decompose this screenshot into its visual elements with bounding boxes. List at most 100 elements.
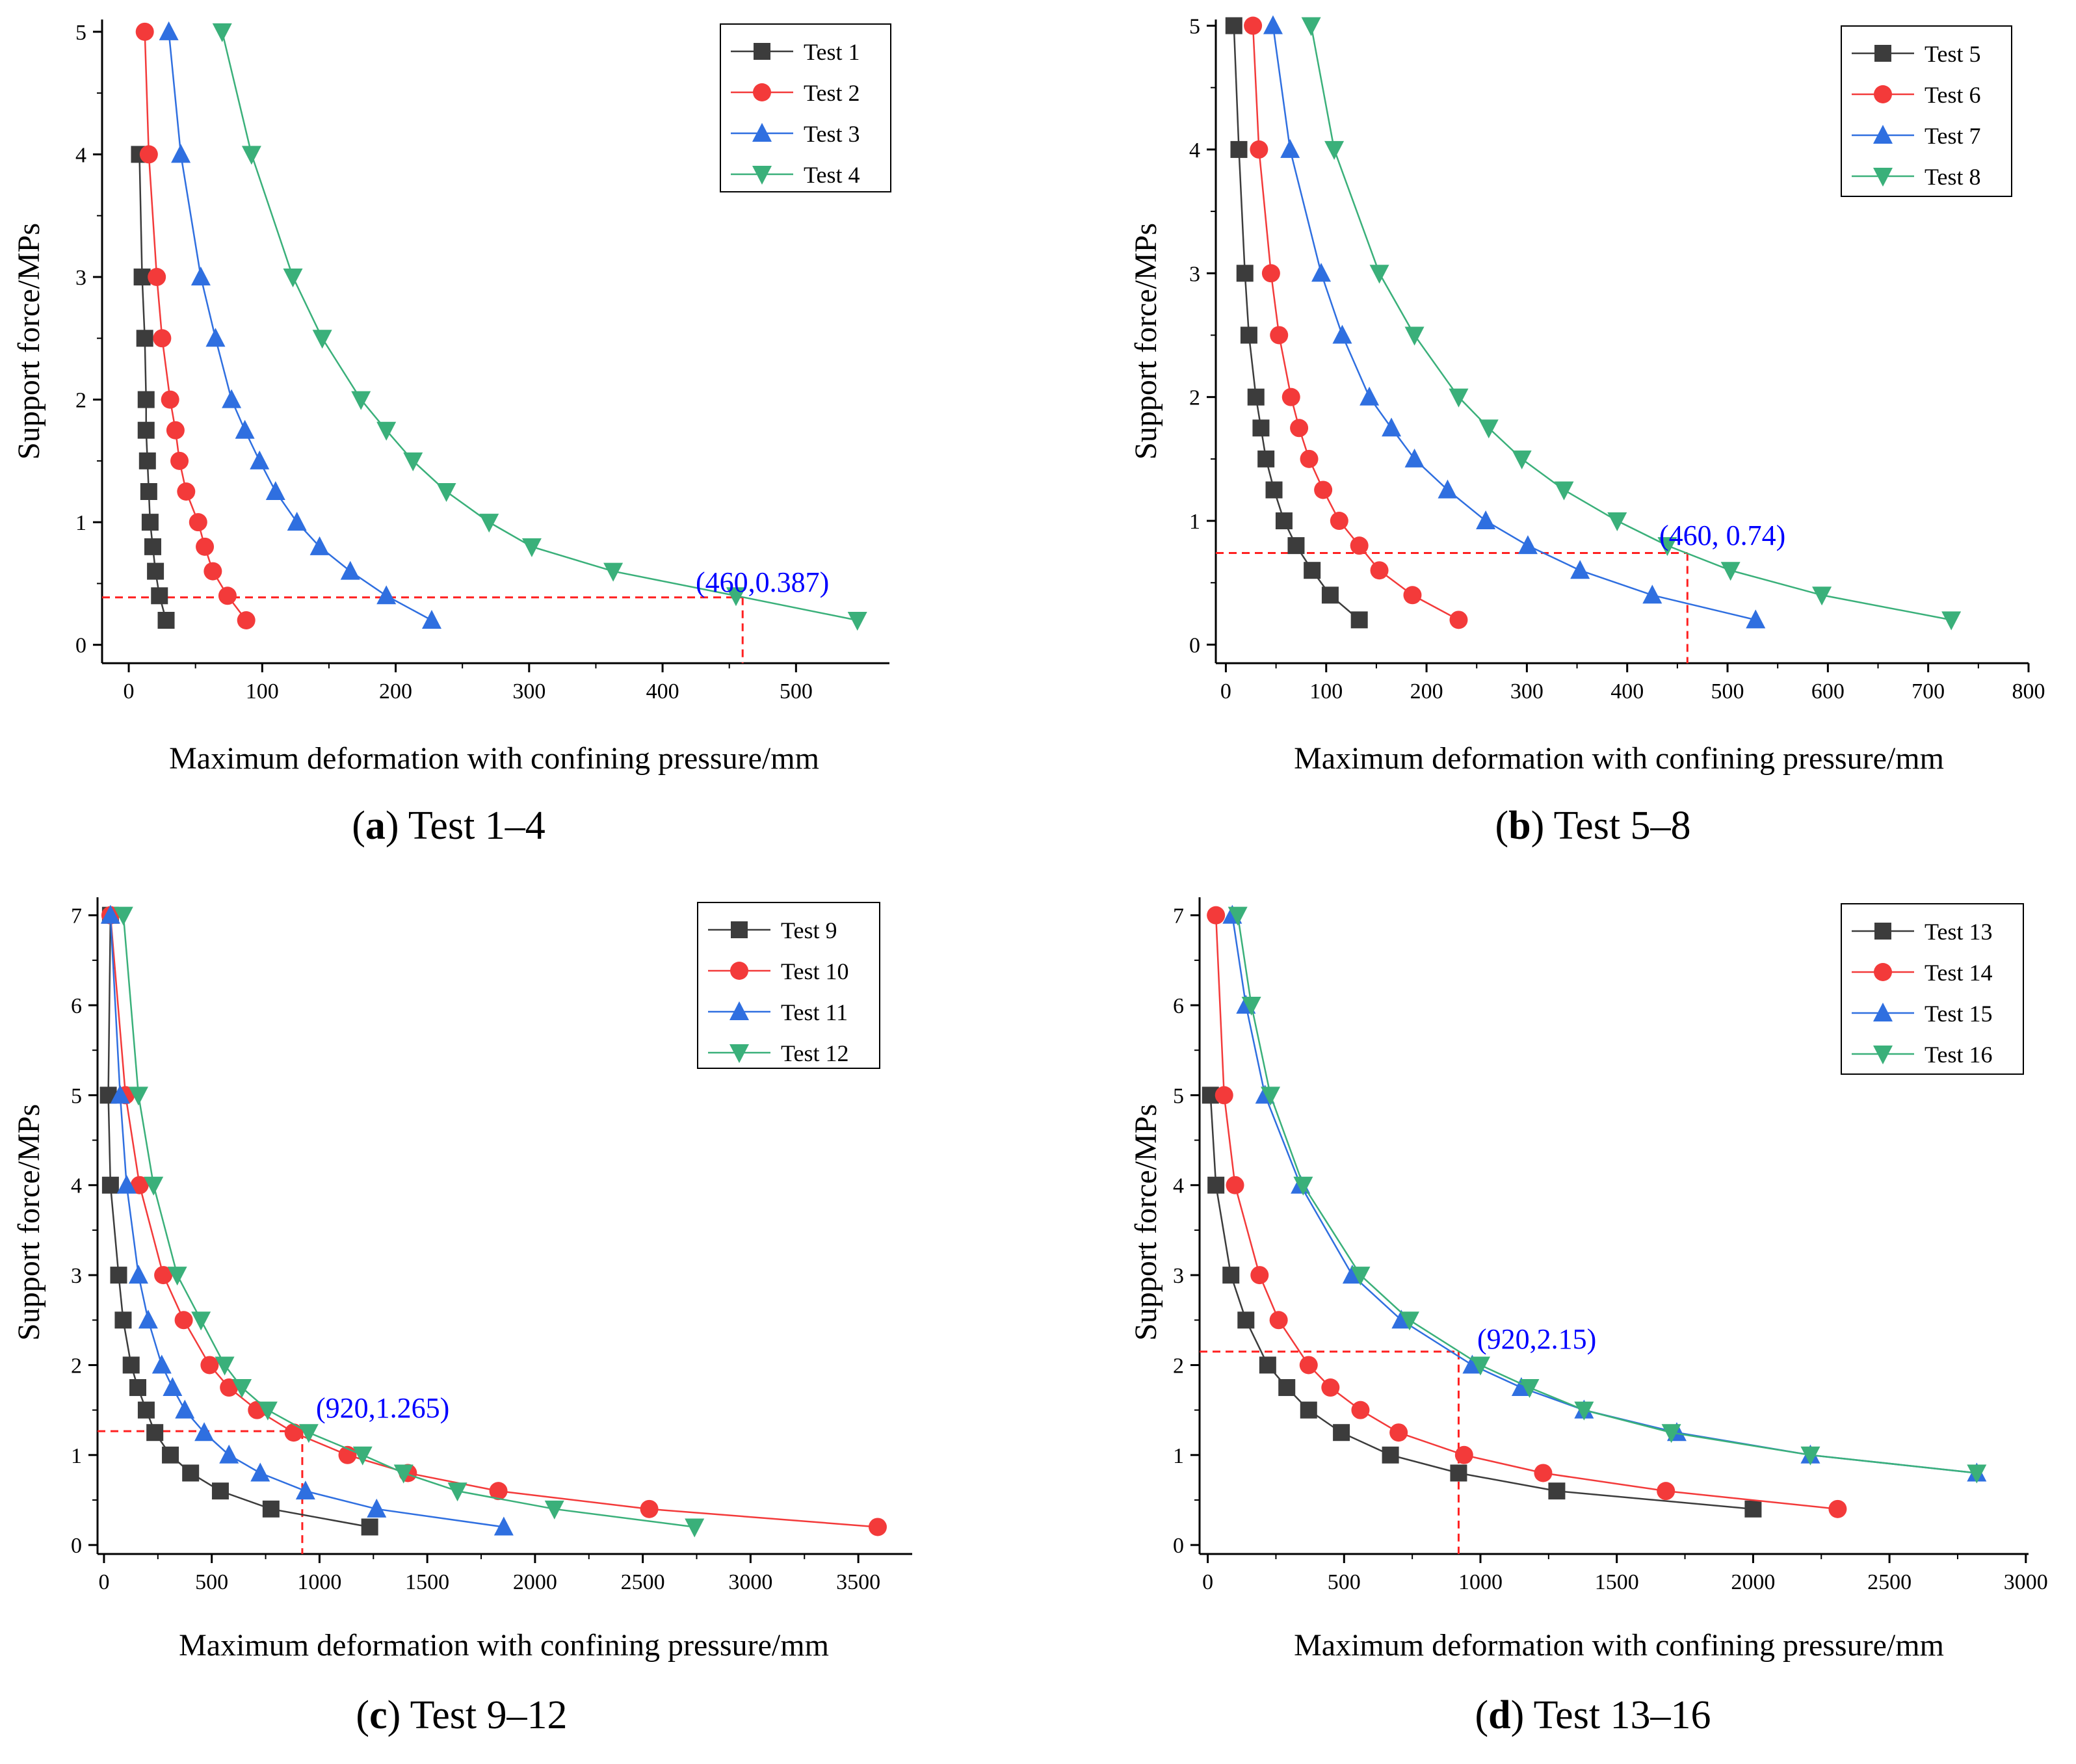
legend-entry: Test 15 [1925,1001,1992,1027]
y-tick-label: 1 [1189,510,1200,534]
x-tick-label: 500 [1711,679,1744,704]
legend-entry: Test 12 [781,1040,848,1066]
caption-open: ( [352,804,365,848]
x-tick-label: 2500 [621,1570,665,1594]
panel-caption: (a) Test 1–4 [352,804,545,848]
x-axis-title: Maximum deformation with confining press… [169,741,819,776]
data-point [1350,611,1368,629]
data-point [129,1379,146,1397]
data-point [1548,1482,1566,1500]
series-test-16 [1228,906,1987,1484]
data-point [361,1518,378,1536]
data-point [1657,537,1677,557]
data-point [265,481,285,500]
data-point [493,1516,514,1536]
data-point [177,482,196,501]
caption-close: ) [386,804,399,848]
chart-panel-c: 0 500 1000 1500 2000 2500 3000 3500 0 1 2 3 4 5 6 7 Maxi… [12,897,912,1737]
series-line [1233,25,1360,621]
caption-open: ( [1475,1693,1488,1737]
y-tick-label: 0 [1173,1534,1184,1558]
legend-entry: Test 9 [781,917,837,943]
x-tick-label: 2000 [1731,1570,1775,1594]
x-tick-label: 2000 [513,1570,557,1594]
data-point [1967,1464,1987,1484]
annotation-label: (460,0.387) [696,566,829,598]
data-point [1275,512,1293,530]
y-tick-label: 3 [1189,262,1200,286]
data-point [212,23,232,42]
data-point [685,1518,705,1538]
x-tick-label: 0 [124,679,135,704]
data-point [1265,481,1283,499]
y-tick-label: 3 [71,1264,82,1288]
data-point [1438,479,1458,499]
data-point [1225,17,1242,34]
legend-entry: Test 2 [804,80,860,106]
panel-caption: (b) Test 5–8 [1495,804,1690,848]
data-point [161,390,179,409]
data-point [1281,388,1300,406]
data-point [144,1176,164,1196]
y-tick-label: 2 [71,1354,82,1378]
data-point [403,452,423,471]
y-tick-label: 4 [71,1174,82,1198]
data-point [1250,1266,1269,1285]
legend-entry: Test 4 [804,162,860,188]
data-point [137,391,155,408]
data-point [138,452,156,469]
y-tick-label: 5 [1189,15,1200,39]
data-point [352,1446,373,1466]
data-point [200,1356,219,1375]
data-point [257,1401,278,1421]
legend-entry: Test 7 [1925,123,1980,149]
data-point [1720,562,1741,581]
data-point [100,904,120,924]
caption-open: ( [1495,804,1508,848]
y-tick-label: 2 [1189,386,1200,410]
caption-letter: a [365,804,386,848]
data-point [1941,611,1962,631]
data-point [1207,1176,1225,1194]
data-point [163,1377,183,1397]
data-point [141,514,159,531]
x-axis-title: Maximum deformation with confining press… [1294,1628,1944,1663]
x-tick-label: 800 [2012,679,2045,704]
legend: Test 1 Test 2 Test 3 Test 4 [720,23,891,192]
data-point [1280,138,1300,158]
y-tick-label: 7 [71,904,82,928]
legend-box [1841,25,2012,197]
data-point [1642,585,1662,604]
data-point [1476,510,1496,530]
panel-caption: (c) Test 9–12 [356,1693,567,1737]
data-point [194,1422,215,1441]
data-point [640,1499,659,1518]
data-point [393,1464,414,1484]
series-test-5 [1225,17,1368,629]
series-test-6 [1244,16,1468,629]
data-point [1269,1311,1288,1330]
data-point [211,1482,229,1500]
x-tick-label: 400 [1610,679,1644,704]
data-point [479,514,499,533]
y-tick-label: 4 [1173,1174,1184,1198]
series-test-10 [101,906,887,1536]
caption-close: ) [1511,1693,1525,1737]
y-tick-label: 1 [71,1444,82,1468]
data-point [174,1311,193,1330]
data-point [1299,1356,1318,1375]
data-point [191,267,211,285]
series-test-14 [1207,906,1847,1518]
x-tick-label: 200 [1410,679,1443,704]
series-test-11 [100,904,514,1536]
data-point [1301,17,1321,36]
data-point [1360,386,1380,406]
data-point [135,22,154,41]
legend-entry: Test 10 [781,958,848,984]
data-point [376,585,397,605]
data-point [351,391,371,410]
data-point [175,1399,195,1419]
y-tick-label: 0 [71,1534,82,1558]
chart-panel-a: 0 100 200 300 400 500 0 1 2 3 4 5 Maximum deformatio… [12,20,891,848]
data-point [1290,419,1309,438]
